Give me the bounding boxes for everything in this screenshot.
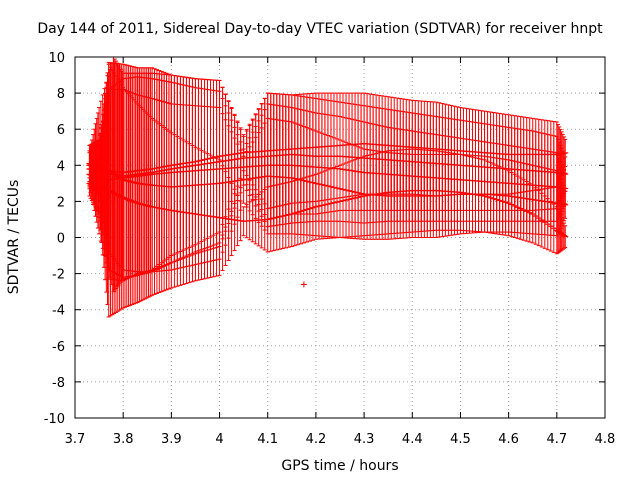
y-tick-label: -6 — [52, 340, 65, 355]
x-tick-label: 4.5 — [450, 432, 471, 447]
x-tick-label: 4.4 — [402, 432, 423, 447]
x-tick-label: 4.2 — [306, 432, 327, 447]
x-tick-label: 4.7 — [546, 432, 567, 447]
x-tick-label: 4.8 — [595, 432, 616, 447]
y-tick-label: 10 — [48, 51, 65, 66]
x-tick-label: 4.6 — [498, 432, 519, 447]
y-tick-label: 0 — [57, 232, 65, 247]
y-tick-label: 8 — [57, 87, 65, 102]
data-series — [86, 56, 569, 318]
y-tick-label: 2 — [57, 195, 65, 210]
chart-title: Day 144 of 2011, Sidereal Day-to-day VTE… — [37, 21, 603, 37]
x-tick-label: 4.3 — [354, 432, 375, 447]
series-sat-4 — [86, 88, 569, 273]
x-tick-label: 3.7 — [65, 432, 86, 447]
y-tick-label: -2 — [52, 268, 65, 283]
axis-ticks: 3.7 3.8 3.9 4 4.1 4.2 4.3 4.4 4.5 4.6 4.7 4.8 -10 -8 -… — [44, 51, 616, 447]
series-sat-5 — [86, 63, 569, 318]
x-axis-label: GPS time / hours — [281, 458, 399, 474]
series-sat-3 — [86, 76, 569, 278]
x-tick-label: 4.1 — [257, 432, 278, 447]
y-tick-label: 4 — [57, 159, 65, 174]
outlier-point — [300, 281, 307, 288]
y-tick-label: -4 — [52, 304, 65, 319]
x-tick-label: 4 — [215, 432, 223, 447]
y-tick-label: -10 — [44, 412, 65, 427]
x-tick-label: 3.8 — [113, 432, 134, 447]
y-tick-label: 6 — [57, 123, 65, 138]
y-tick-label: -8 — [52, 376, 65, 391]
x-tick-label: 3.9 — [161, 432, 182, 447]
